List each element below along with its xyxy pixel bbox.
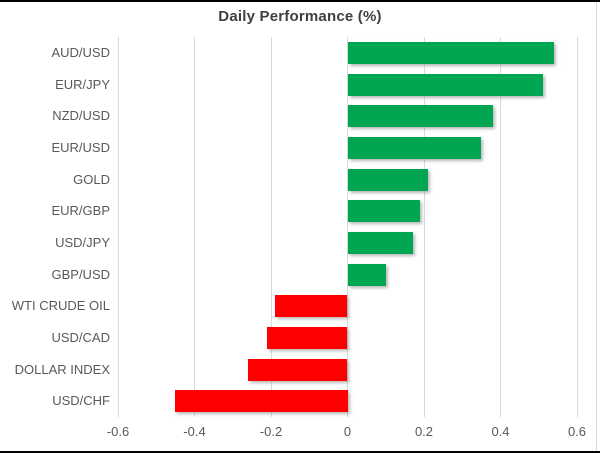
chart-right-border — [596, 2, 597, 451]
x-gridline — [117, 37, 119, 417]
chart-top-border — [0, 0, 600, 2]
category-label: USD/CAD — [51, 329, 110, 345]
x-tick-label: -0.4 — [183, 424, 206, 439]
x-tick-label: -0.2 — [259, 424, 283, 439]
bar-dollar-index — [248, 358, 348, 381]
x-gridline — [194, 37, 195, 417]
x-gridline — [576, 37, 578, 417]
category-label: DOLLAR INDEX — [14, 361, 110, 377]
category-label: WTI CRUDE OIL — [11, 298, 110, 314]
category-label: USD/CHF — [52, 393, 110, 409]
category-label: EUR/USD — [51, 139, 110, 155]
chart-bottom-border — [0, 451, 600, 453]
category-label: AUD/USD — [51, 44, 110, 60]
x-tick-label: -0.6 — [106, 424, 130, 439]
bar-eur-jpy — [347, 73, 543, 96]
bar-gold — [347, 168, 428, 191]
bar-usd-jpy — [347, 231, 413, 254]
category-label: NZD/USD — [52, 108, 110, 124]
bar-usd-chf — [175, 390, 348, 413]
x-gridline — [270, 37, 272, 417]
category-label: EUR/JPY — [55, 76, 110, 92]
bar-usd-cad — [267, 326, 348, 349]
chart-title: Daily Performance (%) — [218, 8, 382, 25]
category-label: GBP/USD — [51, 266, 110, 282]
x-gridline — [347, 37, 348, 417]
x-gridline — [500, 37, 501, 417]
x-tick-label: 0 — [343, 424, 352, 439]
x-tick-label: 0.2 — [414, 424, 434, 439]
bar-nzd-usd — [347, 105, 493, 128]
bar-aud-usd — [347, 41, 555, 64]
bar-gbp-usd — [347, 263, 386, 286]
category-label: USD/JPY — [55, 234, 110, 250]
category-label: EUR/GBP — [51, 203, 110, 219]
bar-eur-gbp — [347, 200, 421, 223]
x-gridline — [423, 37, 425, 417]
bar-wti-crude-oil — [274, 295, 348, 318]
category-label: GOLD — [73, 171, 110, 187]
x-tick-label: 0.6 — [567, 424, 587, 439]
x-tick-label: 0.4 — [491, 424, 510, 439]
bar-eur-usd — [347, 136, 482, 159]
